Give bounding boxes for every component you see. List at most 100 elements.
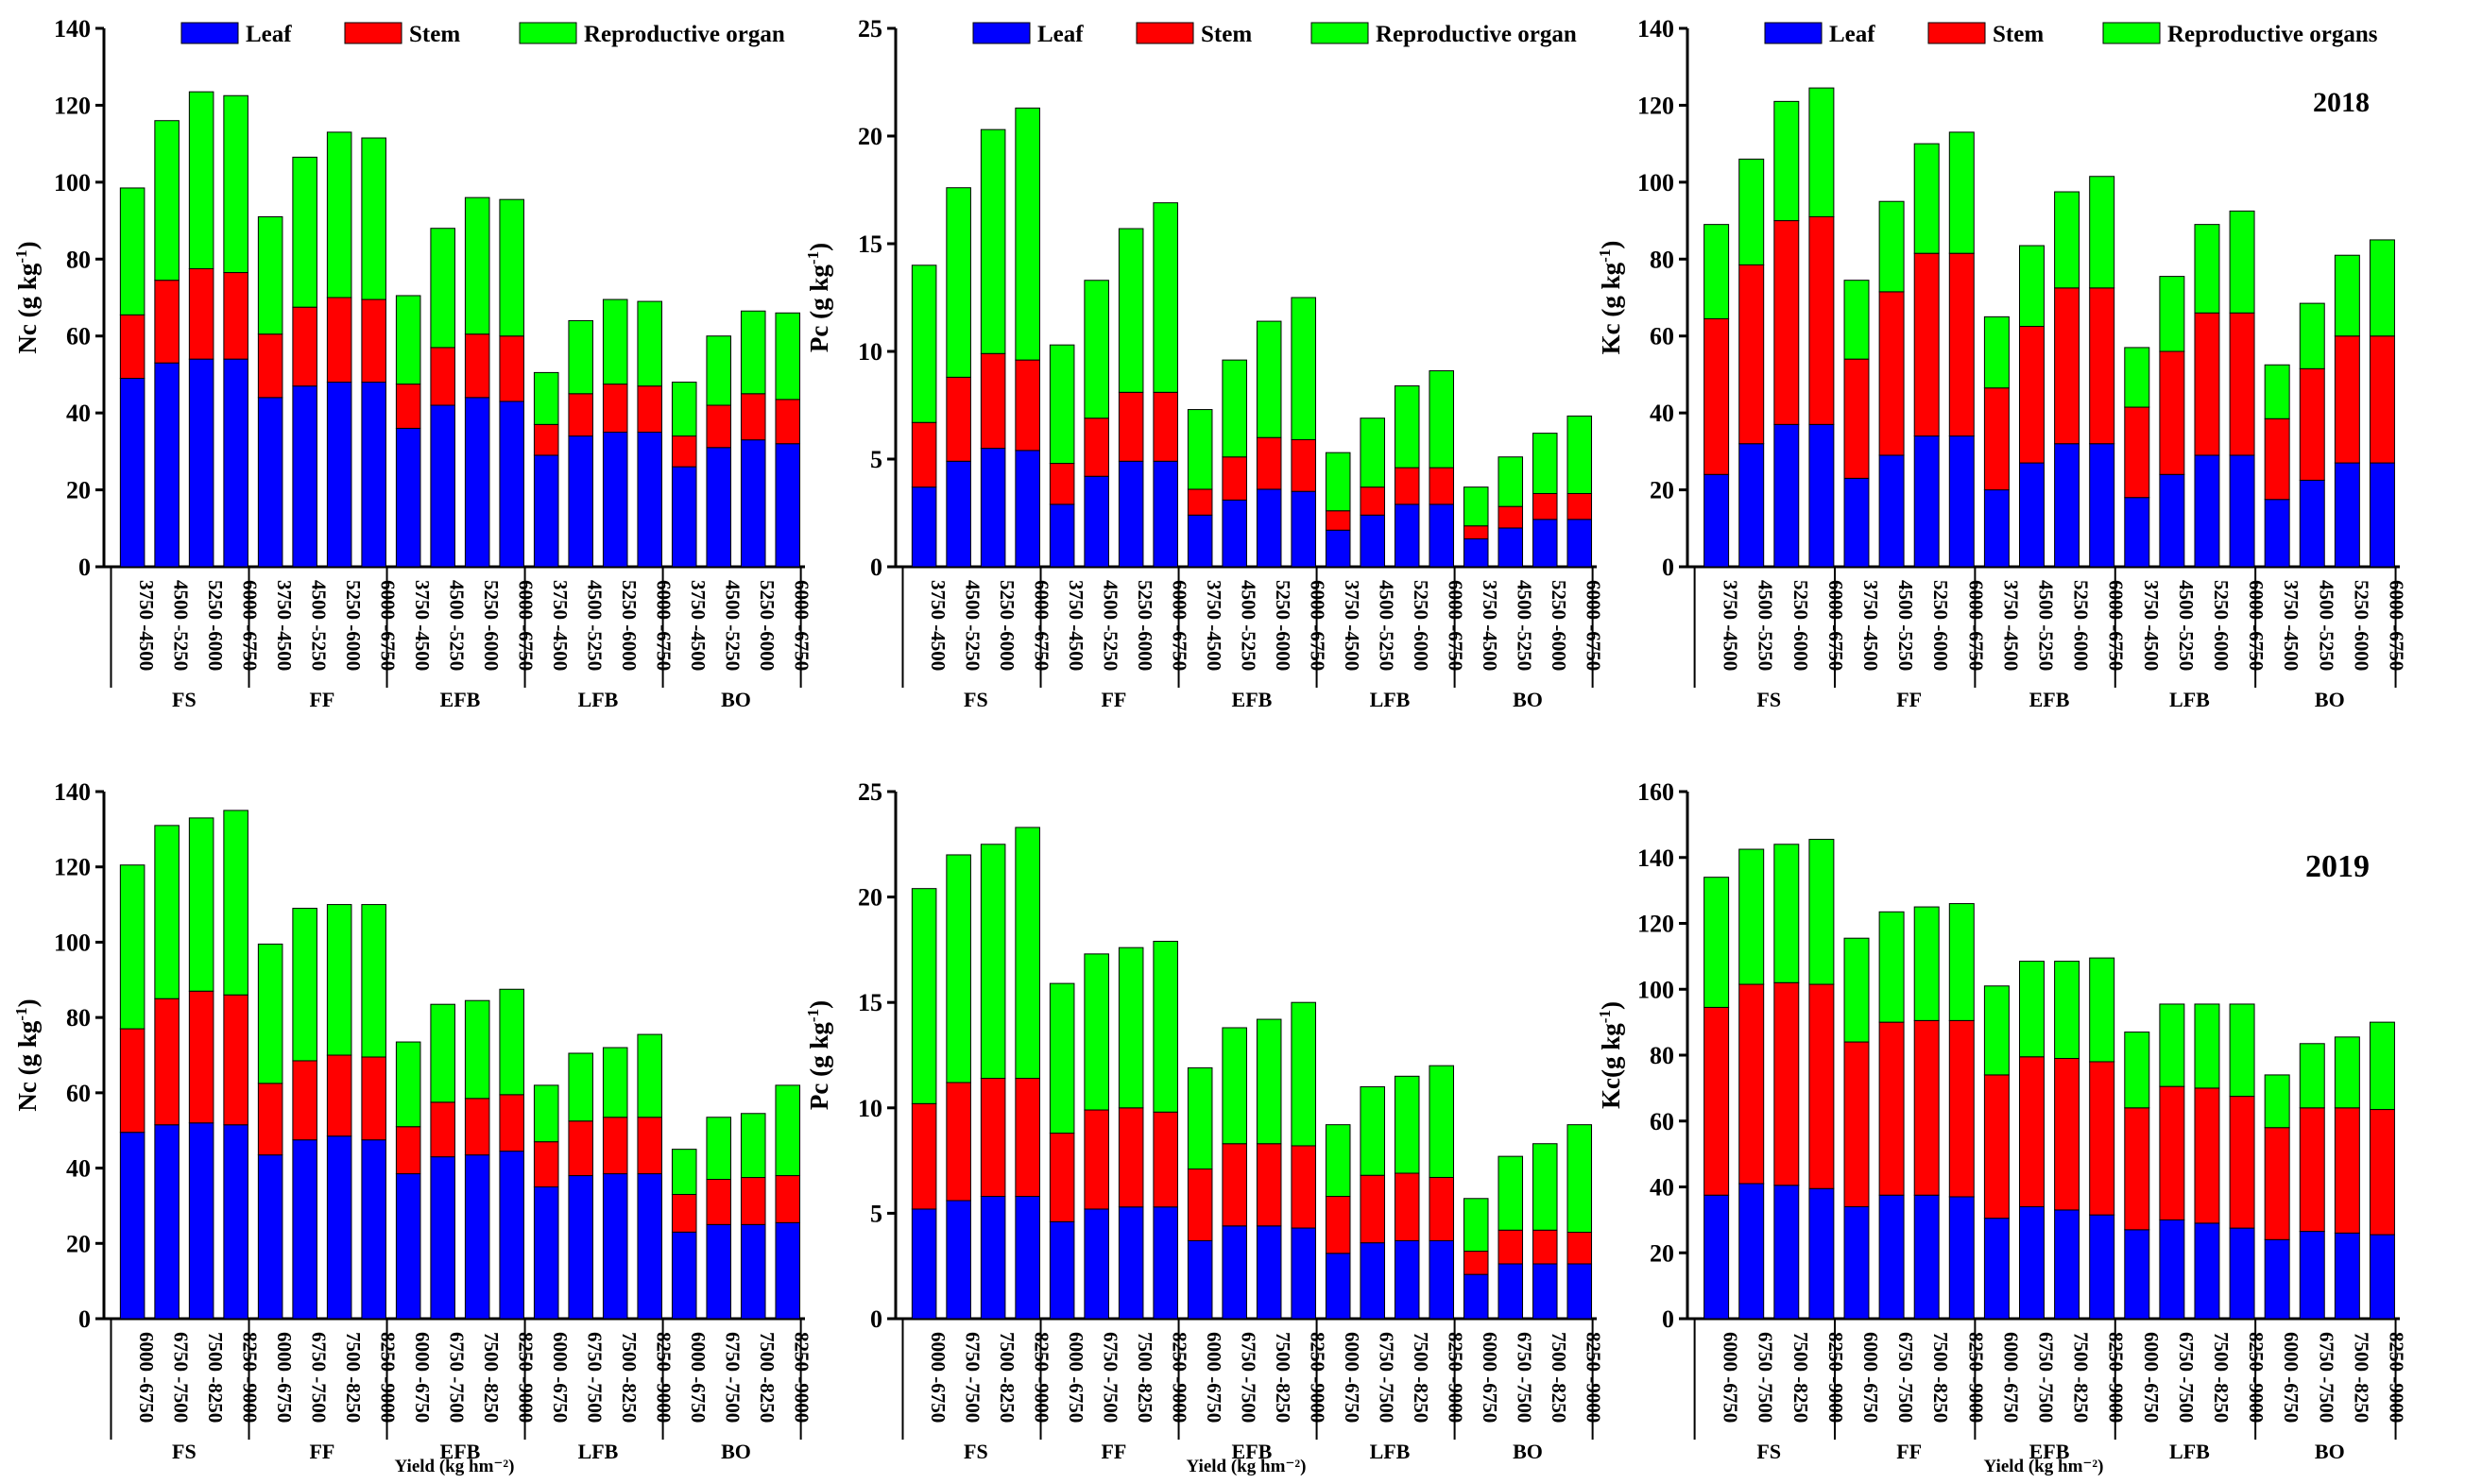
x-category-label: 8250 -9000 <box>1307 1332 1329 1423</box>
y-tick-label: 60 <box>1650 323 1674 350</box>
bar-reproductive-organ <box>223 94 248 274</box>
bar-reproductive-organ <box>1222 1027 1247 1145</box>
x-category-label: 3750 -4500 <box>927 580 950 671</box>
bar-leaf <box>2334 1232 2360 1320</box>
bar-reproductive-organ <box>1015 107 1040 361</box>
bar-stem <box>1394 1172 1420 1241</box>
bar-stem <box>911 421 937 488</box>
x-category-label: 6000 -6750 <box>1341 1332 1363 1423</box>
bar-stem <box>568 393 593 437</box>
bar-stem <box>980 1078 1006 1198</box>
bar-reproductive-organ <box>1256 1018 1282 1145</box>
bar-leaf <box>1325 529 1351 568</box>
bar-leaf <box>154 1124 180 1320</box>
y-axis-label-text: Nc (g kg <box>13 1020 42 1111</box>
bar-leaf <box>1878 1194 1905 1320</box>
bar-reproductive-organs <box>1913 906 1940 1021</box>
bar-leaf <box>1015 450 1040 568</box>
x-category-label: 6000 -6750 <box>135 1332 158 1423</box>
bar-reproductive-organ <box>361 137 386 300</box>
bar-stem <box>2369 335 2395 464</box>
bar-leaf <box>1913 1194 1940 1320</box>
legend-swatch <box>972 22 1031 44</box>
x-category-label: 4500 -5250 <box>584 580 607 671</box>
bar-leaf <box>1808 1187 1835 1320</box>
group-label: FS <box>1756 1440 1781 1463</box>
group-label: BO <box>721 688 751 711</box>
y-tick-label: 40 <box>66 400 91 427</box>
bar-reproductive-organs <box>2264 1074 2290 1129</box>
bar-stem <box>706 404 732 449</box>
x-category-label: 6000 -6750 <box>653 580 676 671</box>
bar-stem <box>499 335 524 402</box>
bar-stem <box>464 333 490 399</box>
bar-leaf <box>533 1186 559 1320</box>
y-tick-label: 80 <box>1650 1042 1674 1069</box>
bar-reproductive-organ <box>740 1113 766 1179</box>
bar-leaf <box>1773 423 1800 568</box>
group-label: LFB <box>1370 1440 1411 1463</box>
bar-reproductive-organ <box>430 1003 455 1103</box>
bar-stem <box>2334 1107 2360 1234</box>
group-label: BO <box>1513 688 1543 711</box>
y-tick-label: 80 <box>66 246 91 273</box>
bar-stem <box>740 1177 766 1225</box>
x-category-label: 8250 -9000 <box>377 1332 400 1423</box>
bar-stem <box>1015 1078 1040 1198</box>
y-axis-label: Nc (g kg-1) <box>12 241 42 353</box>
group-label: EFB <box>1232 1440 1273 1463</box>
group-label: FS <box>172 1440 197 1463</box>
x-category-label: 5250 -6000 <box>1789 580 1812 671</box>
x-category-label: 6750 -7500 <box>1100 1332 1122 1423</box>
bar-leaf <box>2229 1227 2255 1320</box>
x-category-label: 5250 -6000 <box>2350 580 2372 671</box>
bar-reproductive-organ <box>1498 456 1524 507</box>
bar-leaf <box>2334 462 2360 568</box>
bar-reproductive-organs <box>2264 364 2290 419</box>
bar-reproductive-organ <box>1187 409 1213 490</box>
x-category-label: 6750 -7500 <box>1376 1332 1398 1423</box>
y-tick-label: 20 <box>1650 1239 1674 1267</box>
bar-stem <box>2124 406 2150 499</box>
bar-stem <box>602 1117 628 1175</box>
bar-leaf <box>775 1221 801 1320</box>
bar-stem <box>1566 1231 1593 1265</box>
bar-leaf <box>1153 460 1178 568</box>
bar-leaf <box>2264 1238 2290 1320</box>
x-category-label: 4500 -5250 <box>962 580 984 671</box>
bar-reproductive-organs <box>1948 131 1975 254</box>
bar-stem <box>395 1126 421 1175</box>
y-tick-label: 60 <box>66 1080 91 1107</box>
legend-label: Reproductive organ <box>584 22 785 47</box>
legend-swatch <box>1764 22 1823 44</box>
bar-stem <box>1256 1143 1282 1227</box>
x-category-label: 5250 -6000 <box>2070 580 2093 671</box>
bar-leaf <box>1532 519 1558 568</box>
x-category-label: 4500 -5250 <box>1894 580 1917 671</box>
x-category-label: 5250 -6000 <box>1272 580 1294 671</box>
y-tick-label: 15 <box>858 230 882 258</box>
bar-reproductive-organ <box>602 299 628 385</box>
bar-reproductive-organ <box>223 810 248 996</box>
y-tick-label: 5 <box>870 1200 882 1227</box>
bar-reproductive-organ <box>775 312 801 401</box>
bar-leaf <box>1394 1239 1420 1320</box>
y-axis-label-sup: -1 <box>12 249 30 263</box>
bar-reproductive-organs <box>2194 1003 2220 1089</box>
bar-leaf <box>1360 514 1385 568</box>
bar-reproductive-organ <box>1429 370 1454 469</box>
bar-stem <box>946 1082 971 1202</box>
y-tick-label: 40 <box>66 1155 91 1183</box>
x-category-label: 6000 -6750 <box>1031 580 1053 671</box>
bar-leaf <box>2194 1222 2220 1320</box>
bar-leaf <box>2194 454 2220 568</box>
y-axis-label-text: Kc (g kg <box>1597 262 1625 354</box>
legend-swatch <box>180 22 239 44</box>
chart-panel-2018-P: 0 5 10 15 20 25 Pc (g kg-1) 3750 -4500 4500 -525… <box>804 15 1605 711</box>
bar-stem <box>1084 1109 1109 1210</box>
bar-stem <box>740 393 766 441</box>
bar-reproductive-organ <box>568 319 593 395</box>
x-category-label: 5250 -6000 <box>2210 580 2233 671</box>
bar-reproductive-organ <box>257 216 283 335</box>
